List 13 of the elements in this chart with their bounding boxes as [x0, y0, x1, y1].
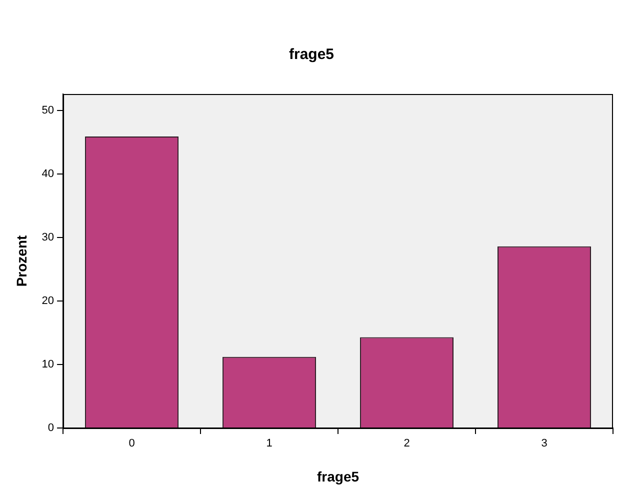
y-tick-label: 10 — [42, 358, 54, 371]
y-tick-label: 40 — [42, 168, 54, 180]
x-tick-label: 2 — [404, 438, 410, 450]
chart-title: frage5 — [288, 46, 334, 64]
x-tick-label: 1 — [266, 438, 272, 450]
y-tick-label: 50 — [42, 104, 54, 117]
x-tick-label: 0 — [128, 438, 135, 450]
x-tick-label: 3 — [541, 438, 548, 450]
y-tick-label: 20 — [42, 295, 54, 308]
y-tick-label: 0 — [48, 422, 54, 434]
y-axis-title: Prozent — [13, 234, 30, 287]
x-axis-title: frage5 — [317, 468, 360, 484]
y-tick-label: 30 — [42, 232, 54, 244]
